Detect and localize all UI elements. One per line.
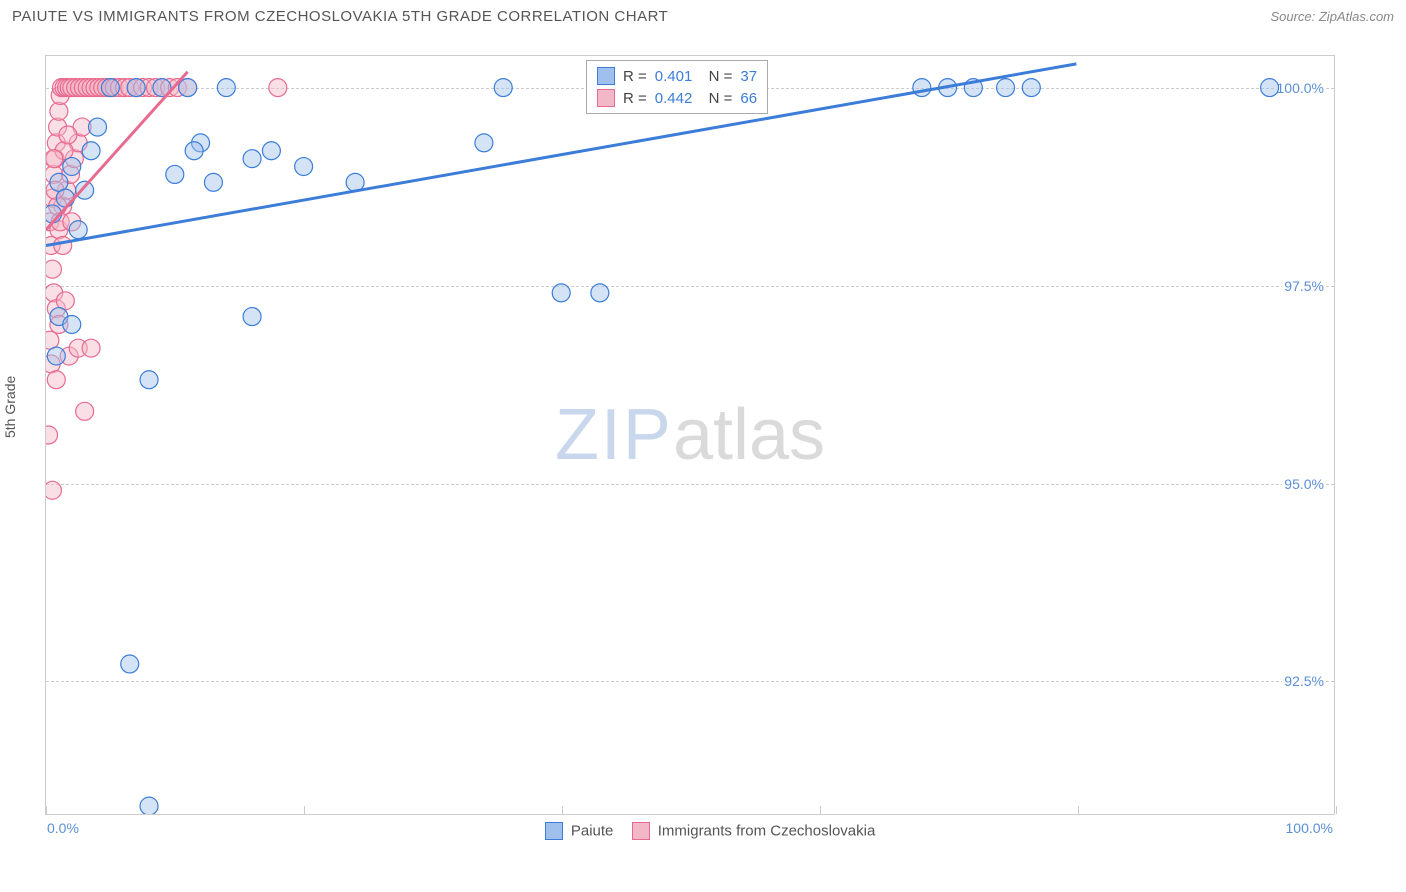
data-point bbox=[63, 315, 81, 333]
data-point bbox=[179, 79, 197, 97]
chart-title: PAIUTE VS IMMIGRANTS FROM CZECHOSLOVAKIA… bbox=[12, 8, 668, 25]
series-legend: Paiute Immigrants from Czechoslovakia bbox=[0, 822, 1406, 840]
legend-r-label: R = bbox=[623, 90, 647, 107]
y-axis-title: 5th Grade bbox=[2, 376, 18, 438]
swatch-paiute bbox=[597, 67, 615, 85]
data-point bbox=[140, 797, 158, 814]
data-point bbox=[63, 158, 81, 176]
data-point bbox=[997, 79, 1015, 97]
data-point bbox=[69, 221, 87, 239]
data-point bbox=[243, 308, 261, 326]
data-point bbox=[262, 142, 280, 160]
legend-swatch-paiute bbox=[545, 822, 563, 840]
scatter-svg bbox=[46, 56, 1334, 814]
data-point bbox=[591, 284, 609, 302]
swatch-czech bbox=[597, 89, 615, 107]
legend-r-label: R = bbox=[623, 68, 647, 85]
data-point bbox=[552, 284, 570, 302]
x-tick bbox=[1336, 806, 1337, 814]
legend-swatch-czech bbox=[632, 822, 650, 840]
chart-plot-area: ZIPatlas R = 0.401 N = 37 R = 0.442 N = … bbox=[45, 55, 1335, 815]
data-point bbox=[166, 165, 184, 183]
data-point bbox=[47, 371, 65, 389]
data-point bbox=[50, 102, 68, 120]
data-point bbox=[217, 79, 235, 97]
data-point bbox=[127, 79, 145, 97]
data-point bbox=[475, 134, 493, 152]
data-point bbox=[82, 142, 100, 160]
data-point bbox=[46, 426, 58, 444]
legend-label-paiute: Paiute bbox=[571, 823, 614, 840]
legend-n-label: N = bbox=[700, 90, 732, 107]
data-point bbox=[1261, 79, 1279, 97]
legend-row-paiute: R = 0.401 N = 37 bbox=[597, 65, 757, 87]
data-point bbox=[46, 260, 61, 278]
data-point bbox=[76, 181, 94, 199]
data-point bbox=[89, 118, 107, 136]
data-point bbox=[269, 79, 287, 97]
data-point bbox=[121, 655, 139, 673]
data-point bbox=[59, 126, 77, 144]
legend-n-value-0: 37 bbox=[740, 68, 757, 85]
data-point bbox=[494, 79, 512, 97]
data-point bbox=[82, 339, 100, 357]
chart-header: PAIUTE VS IMMIGRANTS FROM CZECHOSLOVAKIA… bbox=[0, 0, 1406, 29]
data-point bbox=[101, 79, 119, 97]
legend-row-czech: R = 0.442 N = 66 bbox=[597, 87, 757, 109]
source-attribution: Source: ZipAtlas.com bbox=[1270, 9, 1394, 24]
data-point bbox=[204, 173, 222, 191]
data-point bbox=[56, 189, 74, 207]
data-point bbox=[243, 150, 261, 168]
data-point bbox=[185, 142, 203, 160]
data-point bbox=[54, 237, 72, 255]
data-point bbox=[46, 150, 63, 168]
data-point bbox=[140, 371, 158, 389]
data-point bbox=[46, 481, 61, 499]
legend-label-czech: Immigrants from Czechoslovakia bbox=[658, 823, 876, 840]
legend-r-value-1: 0.442 bbox=[655, 90, 693, 107]
correlation-legend: R = 0.401 N = 37 R = 0.442 N = 66 bbox=[586, 60, 768, 114]
legend-n-value-1: 66 bbox=[740, 90, 757, 107]
data-point bbox=[913, 79, 931, 97]
data-point bbox=[1022, 79, 1040, 97]
legend-r-value-0: 0.401 bbox=[655, 68, 693, 85]
legend-n-label: N = bbox=[700, 68, 732, 85]
data-point bbox=[295, 158, 313, 176]
data-point bbox=[47, 347, 65, 365]
data-point bbox=[76, 402, 94, 420]
